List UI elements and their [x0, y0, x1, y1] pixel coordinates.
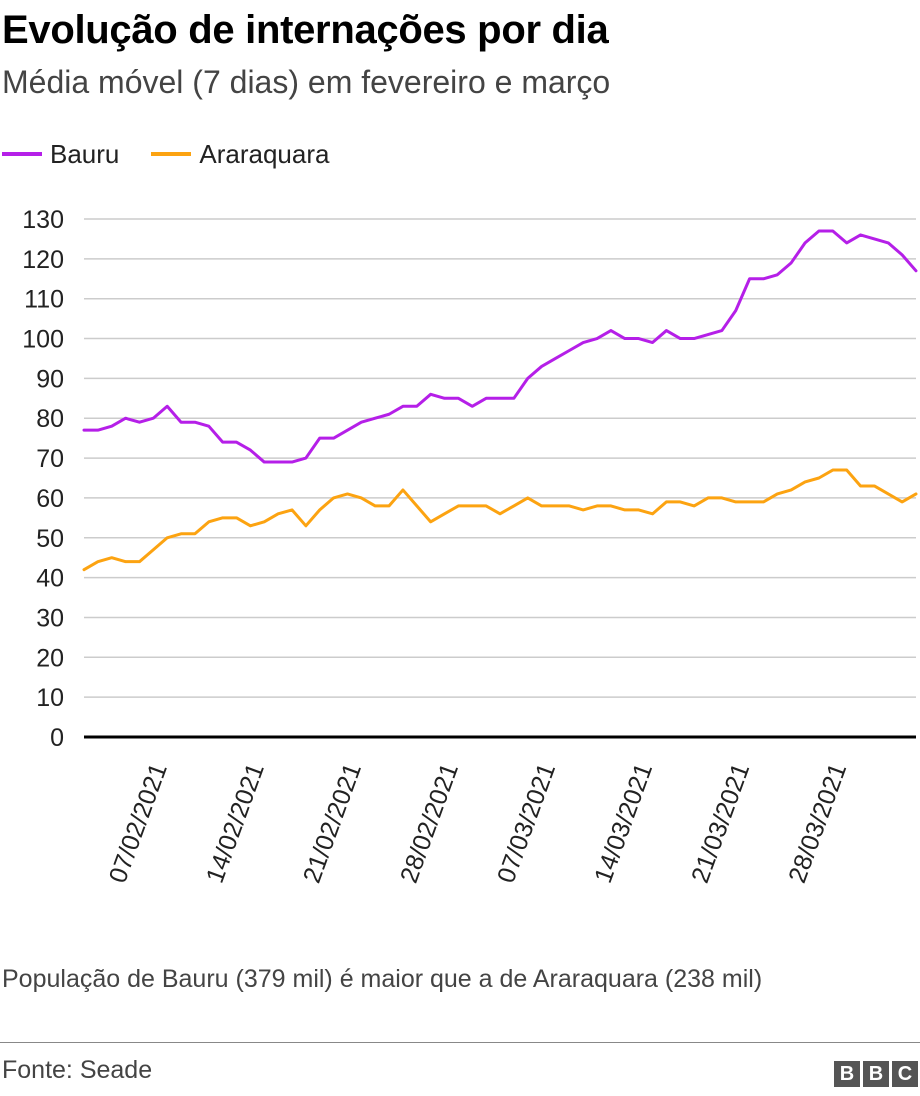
bbc-logo: B B C — [831, 1061, 918, 1087]
y-tick-label-0: 0 — [50, 724, 64, 752]
y-tick-label-100: 100 — [22, 326, 64, 354]
x-tick-label-7: 21/03/2021 — [686, 759, 755, 886]
series-line-bauru — [82, 229, 918, 464]
chart-subtitle: Média móvel (7 dias) em fevereiro e març… — [2, 64, 611, 100]
legend: Bauru Araraquara — [2, 136, 361, 172]
y-tick-label-120: 120 — [22, 246, 64, 274]
legend-item-araraquara: Araraquara — [151, 139, 329, 170]
gridlines — [84, 218, 916, 698]
y-tick-label-110: 110 — [24, 286, 64, 314]
bbc-logo-letter-1: B — [834, 1061, 860, 1087]
y-tick-label-60: 60 — [36, 485, 64, 513]
x-tick-label-2: 14/02/2021 — [201, 759, 270, 886]
chart-title: Evolução de internações por dia — [2, 8, 609, 52]
y-tick-label-10: 10 — [36, 684, 64, 712]
source-text: Fonte: Seade — [2, 1056, 153, 1084]
y-axis-tick-labels: 0 10 20 30 40 50 60 70 80 90 100 110 120 130 — [22, 206, 64, 752]
x-tick-label-8: 28/03/2021 — [783, 759, 852, 886]
y-tick-label-130: 130 — [22, 206, 64, 234]
x-axis-tick-labels: 07/02/2021 14/02/2021 21/02/2021 28/02/2021… — [104, 759, 853, 886]
y-tick-label-90: 90 — [36, 365, 64, 393]
series-line-araraquara — [82, 468, 918, 572]
legend-swatch-bauru — [2, 152, 42, 156]
y-tick-label-70: 70 — [36, 445, 64, 473]
y-tick-label-40: 40 — [36, 565, 64, 593]
x-tick-label-3: 21/02/2021 — [298, 759, 367, 886]
y-tick-label-80: 80 — [36, 405, 64, 433]
series-lines — [82, 229, 918, 572]
legend-label-araraquara: Araraquara — [199, 138, 330, 169]
legend-swatch-araraquara — [151, 152, 192, 156]
x-tick-label-6: 14/03/2021 — [589, 759, 658, 886]
y-tick-label-50: 50 — [36, 525, 64, 553]
y-tick-label-30: 30 — [36, 604, 64, 632]
legend-item-bauru: Bauru — [2, 139, 119, 170]
bbc-logo-letter-3: C — [892, 1061, 918, 1087]
x-tick-label-1: 07/02/2021 — [104, 759, 173, 886]
bbc-logo-letter-2: B — [863, 1061, 889, 1087]
x-tick-label-4: 28/02/2021 — [395, 759, 464, 886]
line-chart: 0 10 20 30 40 50 60 70 80 90 100 110 120 130 07/02/20… — [22, 206, 918, 887]
legend-label-bauru: Bauru — [50, 138, 120, 169]
x-tick-label-5: 07/03/2021 — [492, 759, 561, 886]
footnote: População de Bauru (379 mil) é maior que… — [2, 965, 763, 993]
footer-divider — [0, 1042, 920, 1043]
y-tick-label-20: 20 — [36, 644, 64, 672]
